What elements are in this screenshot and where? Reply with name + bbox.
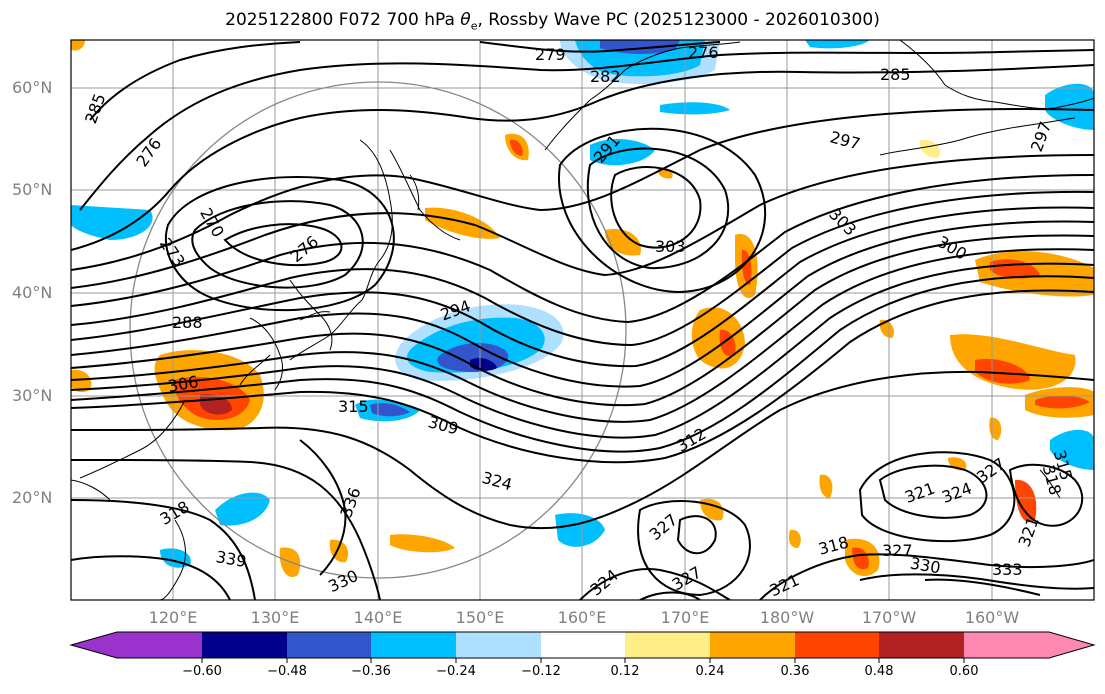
colorbar-tick-label: −0.60 <box>182 664 222 679</box>
contour-label: 288 <box>172 313 203 332</box>
lat-label: 30°N <box>12 386 53 405</box>
contour-label: 303 <box>655 237 686 256</box>
colorbar-tick-label: 0.60 <box>949 664 979 679</box>
lat-label: 40°N <box>12 283 53 302</box>
colorbar-tick-label: 0.24 <box>695 664 725 679</box>
colorbar-tick-label: 0.12 <box>610 664 640 679</box>
lon-label: 130°E <box>250 608 300 627</box>
lon-label: 170°E <box>660 608 710 627</box>
lat-label: 60°N <box>12 78 53 97</box>
colorbar-tick-label: −0.12 <box>521 664 561 679</box>
colorbar-tick-label: −0.24 <box>436 664 476 679</box>
theta-e-contours <box>71 41 1094 600</box>
colorbar-tick-label: −0.36 <box>351 664 391 679</box>
lat-label: 20°N <box>12 488 53 507</box>
lon-label: 150°E <box>455 608 505 627</box>
lon-label: 140°E <box>353 608 403 627</box>
contour-label: 276 <box>688 43 719 62</box>
contour-label: 327 <box>882 541 913 560</box>
lon-label: 170°W <box>861 608 917 627</box>
colorbar-tick-label: −0.48 <box>267 664 307 679</box>
lon-label: 160°E <box>557 608 607 627</box>
reference-circle <box>129 81 627 579</box>
colorbar-tick-label: 0.48 <box>864 664 894 679</box>
lon-label: 180°W <box>759 608 815 627</box>
contour-label: 315 <box>338 397 369 416</box>
map-title: 2025122800 F072 700 hPa θe, Rossby Wave … <box>225 10 880 33</box>
contour-label: 285 <box>880 65 911 84</box>
contour-label: 279 <box>535 45 566 64</box>
colorbar-tick-label: 0.36 <box>780 664 810 679</box>
contour-label: 282 <box>590 67 621 86</box>
lon-label: 160°W <box>964 608 1020 627</box>
map-frame <box>70 39 1095 601</box>
contour-label: 333 <box>992 560 1023 579</box>
lat-label: 50°N <box>12 180 53 199</box>
lon-label: 120°E <box>148 608 198 627</box>
